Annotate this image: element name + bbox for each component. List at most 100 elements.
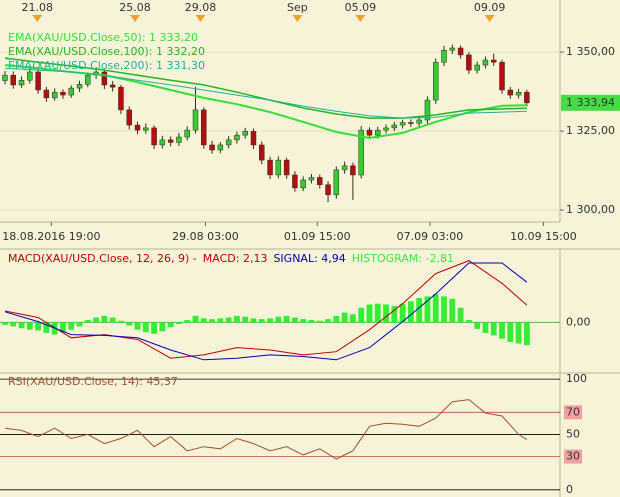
x-tick-label: 29.08 03:00: [172, 230, 239, 243]
candle-body: [18, 79, 25, 86]
histogram-bar: [341, 312, 348, 323]
histogram-bar: [68, 322, 75, 330]
candle-body: [259, 144, 265, 161]
histogram-bar: [523, 322, 530, 346]
candle-body: [68, 87, 74, 96]
date-marker: [355, 15, 366, 22]
candle-body: [51, 91, 58, 99]
date-marker: [195, 15, 206, 22]
level-label-box: [564, 449, 582, 464]
histogram-bar: [374, 303, 381, 323]
candle-body: [375, 129, 381, 136]
histogram-bar: [316, 320, 323, 323]
candle-body: [383, 127, 389, 131]
candle-body: [474, 64, 480, 71]
candle-body: [126, 109, 132, 126]
candle-body: [275, 159, 282, 176]
histogram-bar: [176, 322, 182, 325]
histogram-bar: [300, 319, 307, 323]
candle-body: [27, 71, 33, 81]
candle-body: [490, 59, 497, 63]
histogram-bar: [391, 306, 398, 323]
candle-body: [515, 91, 522, 96]
histogram-bar: [242, 316, 249, 323]
candle-body: [466, 54, 472, 71]
candle-body: [433, 61, 439, 101]
histogram-bar: [250, 318, 257, 323]
candle-body: [416, 119, 422, 124]
candle-body: [267, 159, 273, 176]
histogram-bar: [209, 319, 215, 323]
candle-body: [449, 47, 456, 51]
y-tick-label: 100: [566, 372, 587, 385]
candle-body: [457, 47, 464, 56]
histogram-bar: [424, 296, 431, 323]
histogram-bar: [267, 318, 273, 323]
legend-label: HISTOGRAM: -2,81: [352, 252, 454, 265]
histogram-bar: [350, 314, 356, 323]
histogram-bar: [490, 322, 497, 336]
candle-body: [209, 144, 215, 151]
legend-label: MACD: 2,13: [203, 252, 268, 265]
candle-body: [192, 109, 199, 131]
histogram-bar: [515, 322, 522, 344]
legend-label: EMA(XAU/USD.Close,100): 1 332,20: [8, 45, 205, 58]
legend-label: EMA(XAU/USD.Close,200): 1 331,30: [8, 59, 205, 72]
y-tick-label: 1 325,00: [566, 124, 615, 137]
last-price-box: [561, 94, 620, 111]
histogram-bar: [407, 301, 414, 323]
candle-body: [300, 179, 306, 189]
legend-label: EMA(XAU/USD.Close,50): 1 333,20: [8, 31, 198, 44]
candle-body: [76, 84, 83, 89]
histogram-bar: [482, 322, 489, 333]
histogram-bar: [167, 322, 174, 328]
last-price-label: 1 333,94: [566, 96, 615, 109]
candle-body: [217, 144, 224, 151]
histogram-bar: [358, 307, 365, 323]
series-line: [4, 260, 528, 359]
candle-body: [43, 89, 50, 99]
candle-body: [341, 165, 348, 171]
histogram-bar: [118, 320, 124, 323]
top-date-label: Sep: [287, 1, 308, 14]
histogram-bar: [225, 317, 232, 323]
histogram-bar: [10, 322, 17, 327]
candle-body: [350, 165, 356, 176]
histogram-bar: [283, 315, 290, 323]
candle-body: [176, 136, 182, 143]
histogram-bar: [325, 319, 331, 323]
candle-body: [499, 61, 505, 91]
histogram-bar: [159, 322, 166, 332]
candle-body: [151, 127, 157, 146]
candle-body: [507, 89, 514, 96]
candle-body: [391, 124, 398, 129]
candle-body: [308, 177, 315, 181]
histogram-bar: [217, 318, 224, 323]
candle-body: [35, 71, 41, 91]
histogram-bar: [234, 315, 240, 323]
histogram-bar: [93, 317, 99, 323]
histogram-bar: [441, 296, 447, 323]
candle-body: [234, 134, 240, 141]
candle-body: [10, 74, 16, 86]
histogram-bar: [2, 322, 8, 325]
candle-body: [109, 84, 116, 88]
histogram-bar: [366, 304, 373, 323]
histogram-bar: [275, 316, 282, 323]
histogram-bar: [84, 319, 91, 323]
candle-body: [482, 59, 489, 66]
histogram-bar: [35, 322, 42, 331]
histogram-bar: [258, 319, 265, 323]
y-tick-label: 1 350,00: [566, 45, 615, 58]
series-line: [4, 262, 528, 361]
histogram-bar: [43, 322, 50, 333]
histogram-bar: [507, 322, 514, 342]
histogram-bar: [308, 319, 315, 323]
histogram-bar: [449, 298, 456, 323]
histogram-bar: [109, 317, 116, 323]
date-marker: [484, 15, 495, 22]
x-tick-label: 18.08.2016 19:00: [2, 230, 100, 243]
histogram-bar: [416, 297, 423, 323]
candle-body: [85, 74, 91, 85]
